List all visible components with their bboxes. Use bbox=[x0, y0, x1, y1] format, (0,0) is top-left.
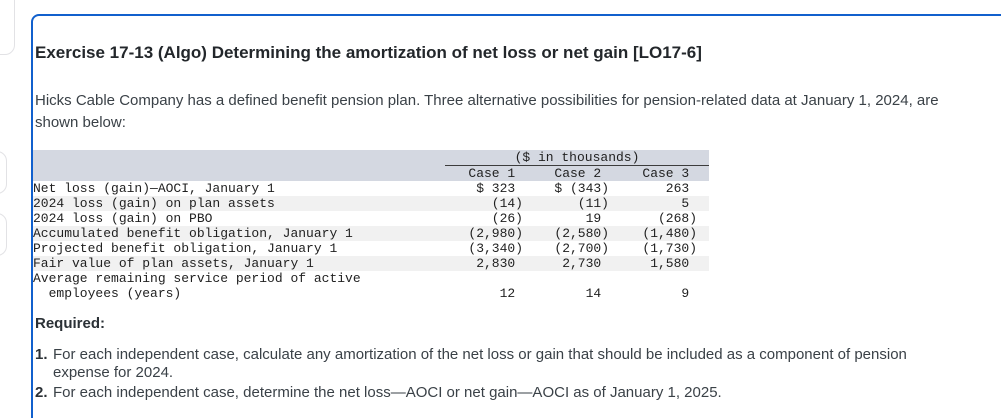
table-cell: $ (343) bbox=[554, 181, 609, 196]
question-card-stub-1[interactable] bbox=[0, 0, 15, 55]
table-cell: (14) bbox=[445, 196, 523, 211]
table-row: Accumulated benefit obligation, January … bbox=[33, 226, 709, 241]
table-row: Average remaining service period of acti… bbox=[33, 271, 709, 286]
case-column-header: Case 3 bbox=[609, 165, 709, 181]
requirement-text: For each independent case, calculate any… bbox=[53, 346, 907, 381]
intro-paragraph: Hicks Cable Company has a defined benefi… bbox=[35, 92, 939, 131]
requirement-number: 1. bbox=[35, 346, 48, 363]
table-cell: $ 323 bbox=[476, 181, 523, 196]
row-label: Accumulated benefit obligation, January … bbox=[33, 226, 445, 241]
case-column-header: Case 1 bbox=[445, 165, 523, 181]
table-cell: (268) bbox=[657, 211, 697, 226]
table-cell: 14 bbox=[585, 286, 609, 301]
units-header: ($ in thousands) bbox=[445, 150, 709, 166]
pension-data-table: ($ in thousands) Case 1 Case 2 Case 3 Ne… bbox=[33, 150, 709, 301]
table-cell bbox=[609, 271, 709, 286]
row-label: Fair value of plan assets, January 1 bbox=[33, 256, 445, 271]
requirement-item-1: 1. For each independent case, calculate a… bbox=[35, 346, 963, 381]
table-cell: (2,580) bbox=[523, 226, 609, 241]
table-cell: 12 bbox=[499, 286, 523, 301]
exercise-title: Exercise 17-13 (Algo) Determining the am… bbox=[35, 43, 702, 62]
row-label: Average remaining service period of acti… bbox=[33, 271, 361, 286]
table-cell: 9 bbox=[681, 286, 697, 301]
table-row: 2024 loss (gain) on plan assets (14) (11) 5 bbox=[33, 196, 709, 211]
table-cell: 19 bbox=[585, 211, 609, 226]
table-row: 2024 loss (gain) on PBO (26) 19 (268) bbox=[33, 211, 709, 226]
table-header: ($ in thousands) Case 1 Case 2 Case 3 bbox=[33, 150, 709, 181]
required-label: Required: bbox=[35, 315, 106, 332]
question-panel: Exercise 17-13 (Algo) Determining the am… bbox=[31, 14, 1001, 418]
table-cell: (1,730) bbox=[642, 241, 697, 256]
requirement-number: 2. bbox=[35, 384, 48, 401]
table-cell: (11) bbox=[523, 196, 609, 211]
table-row: Net loss (gain)—AOCI, January 1 $ 323 $ (… bbox=[33, 181, 709, 196]
table-cell: 5 bbox=[609, 196, 709, 211]
table-cell: (26) bbox=[491, 211, 523, 226]
table-cell bbox=[523, 271, 609, 286]
row-label: 2024 loss (gain) on PBO bbox=[33, 211, 213, 226]
case-column-header: Case 2 bbox=[523, 165, 609, 181]
empty-header-cell bbox=[33, 150, 445, 166]
row-label: 2024 loss (gain) on plan assets bbox=[33, 196, 445, 211]
table-cell: 1,580 bbox=[609, 256, 709, 271]
table-cell: 2,830 bbox=[445, 256, 523, 271]
table-row: Projected benefit obligation, January 1 (… bbox=[33, 241, 709, 256]
row-label: Net loss (gain)—AOCI, January 1 bbox=[33, 181, 275, 196]
case-header-row: Case 1 Case 2 Case 3 bbox=[33, 165, 709, 181]
table-row: Fair value of plan assets, January 1 2,83… bbox=[33, 256, 709, 271]
table-row: employees (years) 12 14 9 bbox=[33, 286, 709, 301]
row-label: employees (years) bbox=[33, 286, 182, 301]
table-cell bbox=[445, 271, 523, 286]
table-cell: (2,700) bbox=[554, 241, 609, 256]
requirements-list: 1. For each independent case, calculate a… bbox=[33, 346, 963, 402]
requirement-text: For each independent case, determine the… bbox=[53, 384, 722, 401]
table-cell: (2,980) bbox=[445, 226, 523, 241]
table-cell: 263 bbox=[665, 181, 697, 196]
requirement-item-2: 2. For each independent case, determine t… bbox=[35, 384, 963, 402]
table-body: Net loss (gain)—AOCI, January 1 $ 323 $ (… bbox=[33, 181, 709, 301]
row-label: Projected benefit obligation, January 1 bbox=[33, 241, 338, 256]
units-header-row: ($ in thousands) bbox=[33, 150, 709, 166]
question-card-stub-2[interactable] bbox=[0, 151, 7, 194]
table-cell: 2,730 bbox=[523, 256, 609, 271]
table-cell: (1,480) bbox=[609, 226, 709, 241]
empty-header-cell bbox=[33, 165, 445, 181]
question-card-stub-3[interactable] bbox=[0, 213, 7, 256]
table-cell: (3,340) bbox=[468, 241, 523, 256]
